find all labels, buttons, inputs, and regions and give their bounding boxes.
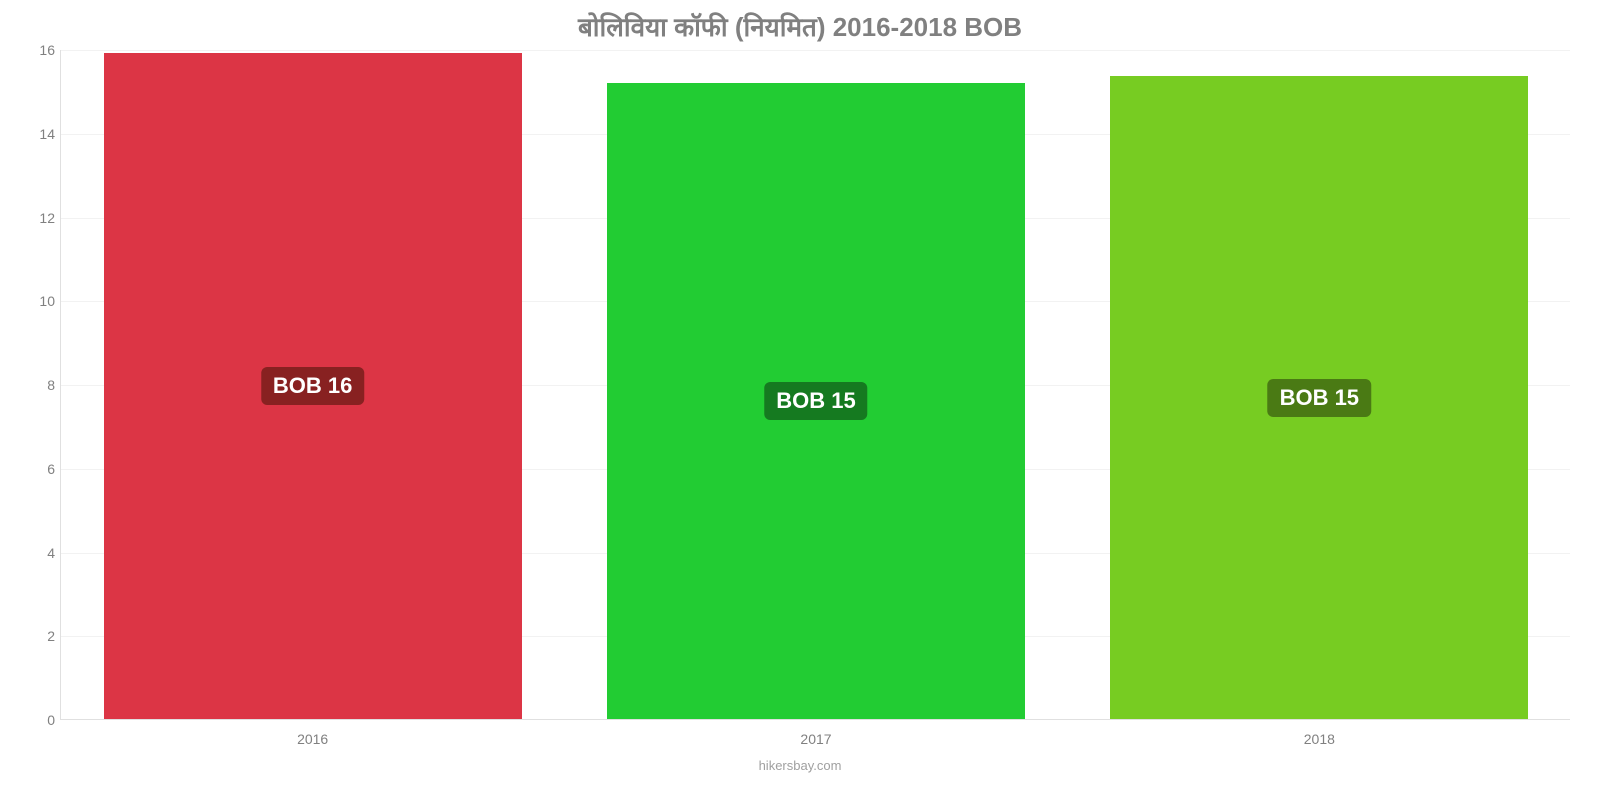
x-tick-label: 2018 [1304, 731, 1335, 747]
x-tick-label: 2016 [297, 731, 328, 747]
y-tick-label: 8 [21, 377, 55, 393]
y-tick-label: 2 [21, 628, 55, 644]
bar-value-label: BOB 16 [261, 367, 364, 405]
y-tick-label: 14 [21, 126, 55, 142]
plot-area: 0246810121416BOB 162016BOB 152017BOB 152… [60, 50, 1570, 720]
y-tick-label: 16 [21, 42, 55, 58]
chart-title: बोलिविया कॉफी (नियमित) 2016-2018 BOB [0, 0, 1600, 44]
x-tick-label: 2017 [800, 731, 831, 747]
bar-value-label: BOB 15 [764, 382, 867, 420]
bar: BOB 15 [1110, 76, 1528, 719]
attribution-text: hikersbay.com [759, 758, 842, 773]
bar: BOB 15 [607, 83, 1025, 720]
bar-value-label: BOB 15 [1268, 379, 1371, 417]
y-tick-label: 10 [21, 293, 55, 309]
grid-line [61, 50, 1570, 51]
bar: BOB 16 [104, 53, 522, 719]
y-tick-label: 0 [21, 712, 55, 728]
y-tick-label: 4 [21, 545, 55, 561]
y-tick-label: 6 [21, 461, 55, 477]
y-tick-label: 12 [21, 210, 55, 226]
